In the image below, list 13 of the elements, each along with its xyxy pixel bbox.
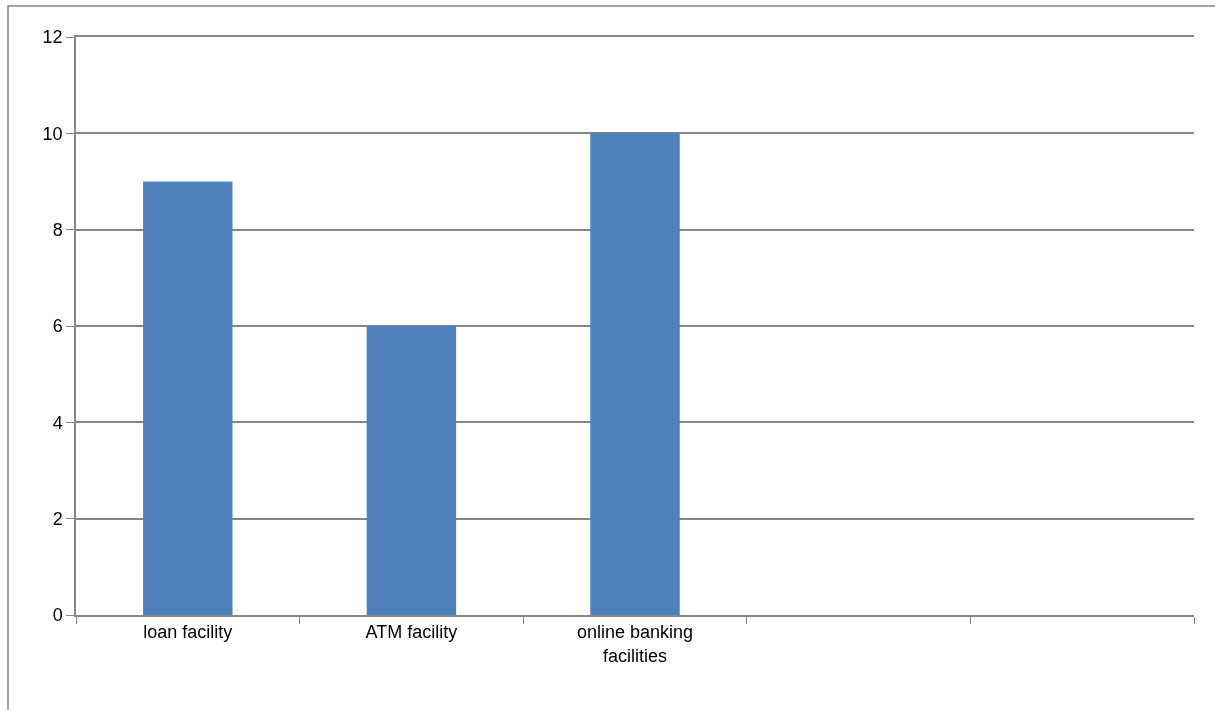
bar bbox=[143, 181, 233, 615]
y-tick-label: 12 bbox=[42, 27, 63, 48]
x-tick-label: online banking facilities bbox=[576, 622, 694, 666]
y-tick-label: 0 bbox=[52, 605, 63, 626]
y-tick-label: 8 bbox=[52, 219, 63, 240]
y-tick-label: 4 bbox=[52, 412, 63, 433]
x-tick-label: loan facility bbox=[143, 622, 233, 643]
y-tick-label: 2 bbox=[52, 508, 63, 529]
bar bbox=[366, 326, 457, 615]
bar bbox=[590, 133, 680, 615]
y-tick-label: 6 bbox=[52, 316, 63, 337]
y-tick-label: 10 bbox=[42, 123, 63, 144]
x-tick-label: ATM facility bbox=[365, 622, 458, 643]
